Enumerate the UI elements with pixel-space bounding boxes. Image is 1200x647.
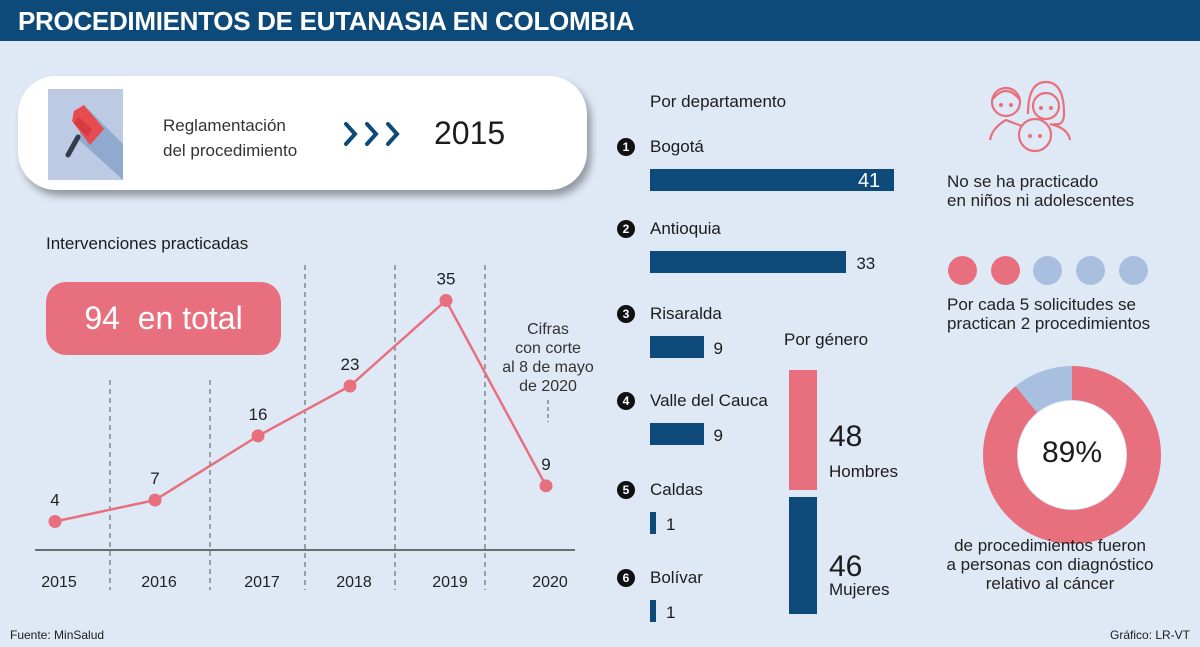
men-value: 48: [829, 420, 863, 453]
cancer-percent: 89%: [1041, 436, 1103, 469]
data-point: [48, 514, 62, 528]
children-text: No se ha practicado en niños ni adolescen…: [947, 172, 1135, 210]
x-tick-label: 2017: [244, 574, 280, 591]
regulation-label: Reglamentación del procedimiento: [163, 116, 298, 160]
women-bar: [789, 497, 817, 614]
dept-value: 1: [666, 603, 676, 622]
request-dot: [948, 256, 977, 285]
x-tick-label: 2019: [432, 574, 468, 591]
data-point: [148, 493, 162, 507]
dept-name: Risaralda: [650, 304, 722, 323]
women-label: Mujeres: [829, 580, 890, 599]
donut-share: [983, 366, 1161, 544]
dept-bar: [650, 251, 847, 273]
dept-name: Caldas: [650, 480, 703, 499]
dept-name: Bolívar: [650, 568, 703, 587]
dept-rank-badge: 2: [617, 220, 635, 238]
data-label: 23: [341, 355, 360, 374]
chevrons-icon: [344, 122, 400, 146]
dept-bar: [650, 336, 704, 358]
donut-center: [1018, 401, 1126, 509]
x-tick-label: 2018: [336, 574, 372, 591]
source: Fuente: MinSalud: [10, 628, 105, 642]
women-value: 46: [829, 550, 863, 583]
dept-value: 9: [713, 426, 724, 445]
cutoff-note: Cifras con corte al 8 de mayo de 2020: [502, 321, 594, 395]
request-dot: [1118, 256, 1148, 285]
data-point: [539, 479, 553, 493]
cancer-text: de procedimientos fueron a personas con d…: [946, 536, 1154, 593]
family-icon: [988, 80, 1072, 153]
page-title: PROCEDIMIENTOS DE EUTANASIA EN COLOMBIA: [18, 6, 635, 36]
dept-bar: [650, 169, 894, 191]
dept-bar: [650, 600, 656, 622]
dept-name: Antioquia: [650, 219, 721, 238]
total-badge: 94 en total: [46, 282, 281, 355]
dept-rank-badge: 6: [617, 569, 635, 587]
dept-rank-badge: 1: [617, 138, 635, 156]
data-label: 7: [150, 469, 159, 488]
data-point: [439, 293, 453, 307]
data-label: 16: [249, 405, 268, 424]
cancer-donut: [983, 366, 1161, 544]
dept-name: Valle del Cauca: [650, 391, 768, 410]
x-tick-label: 2016: [141, 574, 177, 591]
dept-rank-badge: 5: [617, 481, 635, 499]
men-bar: [789, 370, 817, 490]
dept-value: 1: [666, 515, 676, 534]
gender-heading: Por género: [784, 330, 869, 349]
dept-value: 9: [713, 339, 724, 358]
request-dot: [1076, 256, 1106, 285]
x-tick-label: 2020: [532, 574, 568, 591]
requests-text: Por cada 5 solicitudes se practican 2 pro…: [947, 295, 1151, 333]
credit: Gráfico: LR-VT: [1109, 628, 1190, 642]
line-chart: 4 2015 7 2016 16 2017 23 2018 35 2019 9 2020: [35, 265, 575, 591]
dept-name: Bogotá: [650, 137, 704, 156]
request-dot: [990, 256, 1020, 285]
series-line: [54, 298, 548, 523]
regulation-year: 2015: [434, 115, 506, 151]
data-label: 4: [50, 490, 59, 509]
flag-icon: [48, 89, 123, 180]
dept-bar: [650, 512, 656, 534]
data-point: [251, 429, 265, 443]
departments-heading: Por departamento: [650, 92, 787, 111]
interventions-heading: Intervenciones practicadas: [46, 234, 249, 253]
dept-rank-badge: 4: [617, 392, 635, 410]
request-dot: [1033, 256, 1063, 285]
header-bar: PROCEDIMIENTOS DE EUTANASIA EN COLOMBIA: [0, 0, 1200, 41]
x-tick-label: 2015: [41, 574, 77, 591]
data-point: [343, 379, 357, 393]
men-label: Hombres: [829, 462, 898, 481]
dept-value: 33: [856, 254, 876, 273]
dept-rank-badge: 3: [617, 305, 635, 323]
dept-value: 41: [857, 170, 881, 192]
dept-bar: [650, 423, 704, 445]
data-label: 35: [437, 269, 456, 288]
data-label: 9: [541, 455, 550, 474]
